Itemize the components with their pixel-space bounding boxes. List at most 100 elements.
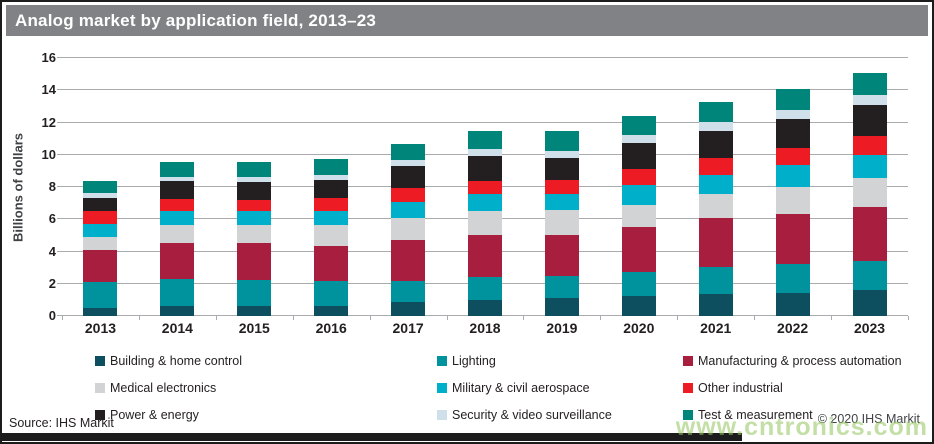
bar-segment (544, 179, 579, 195)
bar-segment (621, 116, 656, 135)
bar-segment (852, 290, 887, 316)
source-note: Source: IHS Markit (9, 416, 114, 430)
bar-segment (698, 121, 733, 131)
x-tick (446, 316, 448, 320)
x-tick (831, 316, 833, 320)
bar-segment (544, 235, 579, 276)
x-axis-label: 2013 (84, 320, 117, 336)
bar-segment (852, 73, 887, 96)
legend-label: Security & video surveillance (452, 407, 612, 422)
y-tick-label: 6 (48, 211, 56, 227)
x-axis-label: 2021 (700, 320, 732, 336)
bar-segment (698, 218, 733, 267)
bar-segment (314, 305, 349, 316)
bar-segment (391, 159, 426, 167)
bar-segment (698, 102, 733, 122)
stacked-bar (467, 58, 502, 316)
bar-segment (544, 194, 579, 210)
legend-item: Manufacturing & process automation (683, 347, 922, 374)
bar-segment (698, 174, 733, 195)
legend-swatch (95, 355, 105, 366)
bar-segment (467, 149, 502, 156)
x-axis-label: 2018 (469, 320, 501, 336)
bottom-rule (2, 433, 742, 441)
bar-column (293, 58, 370, 316)
bar-segment (391, 301, 426, 316)
bar-segment (544, 131, 579, 151)
bar-segment (467, 211, 502, 236)
bar-segment (775, 165, 810, 188)
stacked-bar (775, 58, 810, 316)
stacked-bar (698, 58, 733, 316)
bar-segment (160, 242, 195, 279)
bar-segment (160, 199, 195, 212)
bar-segment (621, 185, 656, 205)
bar-segment (621, 142, 656, 170)
x-tick (677, 316, 679, 320)
stacked-bar (621, 58, 656, 316)
legend-label: Building & home control (110, 353, 243, 368)
x-tick (908, 316, 909, 320)
legend-item: Building & home control (95, 347, 437, 374)
y-tick-label: 12 (41, 114, 56, 130)
x-tick (62, 316, 63, 320)
bar-segment (83, 192, 118, 198)
legend-item: Power & energy (95, 401, 437, 428)
legend-item: Medical electronics (95, 374, 437, 401)
x-axis-label: 2019 (546, 320, 578, 336)
bar-segment (237, 305, 272, 316)
bar-segment (775, 109, 810, 120)
legend-item: Other industrial (683, 374, 922, 401)
y-tick (57, 218, 62, 220)
bar-segment (83, 307, 118, 316)
bar-segment (391, 240, 426, 282)
bar-segment (314, 158, 349, 175)
bar-segment (852, 207, 887, 262)
bar-segment (852, 178, 887, 208)
plot-area: 0 2 4 6 8 10 12 14 16 (42, 50, 909, 323)
y-tick (57, 250, 62, 252)
bar-segment (698, 194, 733, 219)
legend-swatch (683, 355, 693, 366)
bar-segment (391, 281, 426, 302)
bar-segment (775, 292, 810, 316)
bars-container (62, 58, 908, 316)
bar-segment (160, 181, 195, 200)
bar-column (600, 58, 677, 316)
legend-label: Power & energy (110, 407, 199, 422)
bar-segment (775, 119, 810, 149)
chart-title: Analog market by application field, 2013… (6, 5, 928, 36)
bar-segment (314, 198, 349, 212)
bar-segment (852, 104, 887, 137)
x-axis-label: 2023 (853, 320, 886, 336)
gridline (62, 89, 908, 91)
bar-segment (852, 154, 887, 179)
bar-segment (467, 276, 502, 300)
legend-label: Manufacturing & process automation (698, 353, 902, 368)
bar-segment (698, 158, 733, 175)
y-tick (57, 153, 62, 155)
bar-segment (83, 197, 118, 212)
y-tick (57, 315, 62, 316)
stacked-bar (852, 58, 887, 316)
x-axis-label: 2017 (392, 320, 424, 336)
y-tick-label: 2 (48, 275, 56, 291)
bar-segment (698, 294, 733, 316)
bar-segment (621, 295, 656, 316)
bar-segment (775, 88, 810, 110)
bar-segment (237, 182, 272, 200)
x-tick (600, 316, 602, 320)
bar-column (523, 58, 600, 316)
bar-segment (621, 204, 656, 228)
x-tick (754, 316, 756, 320)
y-tick (57, 89, 62, 91)
stacked-bar (237, 58, 272, 316)
bar-segment (391, 143, 426, 160)
bar-segment (775, 214, 810, 265)
bar-segment (237, 211, 272, 225)
bar-segment (852, 95, 887, 105)
bar-column (370, 58, 447, 316)
legend-item: Lighting (437, 347, 683, 374)
y-tick (57, 121, 62, 123)
